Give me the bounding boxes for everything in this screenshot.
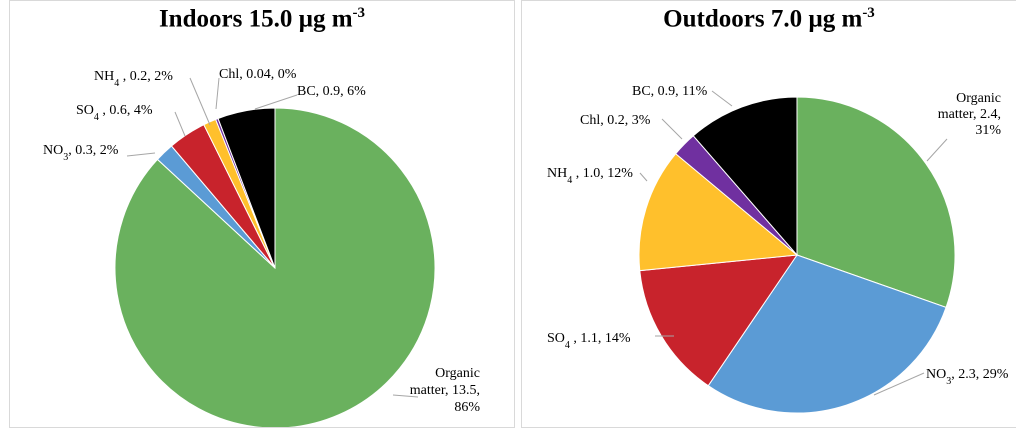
outdoors-slice-nh4 (638, 153, 799, 272)
indoors-label-so4: SO4 , 0.6, 4% (76, 103, 153, 123)
outdoors-label-nh4: NH4 , 1.0, 12% (547, 166, 633, 186)
outdoors-leader-organic-matter (926, 138, 948, 162)
outdoors-leader-nh4 (639, 172, 648, 182)
outdoors-title-exponent: -3 (862, 5, 875, 21)
indoors-leader-organic-matter (392, 394, 419, 398)
indoors-pie-chart: Organic matter, 13.5, 86% NO3, 0.3, 2% SO4 ,… (43, 67, 481, 427)
indoors-leader-so4 (174, 111, 186, 137)
indoors-leader-chl (215, 77, 220, 110)
indoors-chart-title: Indoors 15.0 µg m-3 (10, 5, 514, 33)
outdoors-pie-chart: Organic matter, 2.4, 31% NO3, 2.3, 29% SO4 ,… (547, 84, 1009, 414)
indoors-chart-panel: Indoors 15.0 µg m-3 Organic matter, 13.5,… (9, 0, 515, 428)
outdoors-label-chl: Chl, 0.2, 3% (580, 113, 651, 128)
outdoors-slice-organic-matter (796, 96, 956, 309)
indoors-leader-nh4 (189, 77, 211, 126)
indoors-label-bc: BC, 0.9, 6% (297, 84, 366, 99)
outdoors-leader-chl (661, 118, 683, 140)
outdoors-slice-no3 (707, 254, 947, 414)
outdoors-label-organic-matter: Organic matter, 2.4, 31% (938, 91, 1002, 138)
outdoors-chart-title: Outdoors 7.0 µg m-3 (522, 5, 1016, 33)
outdoors-label-so4: SO4 , 1.1, 14% (547, 331, 631, 351)
outdoors-chart-panel: Outdoors 7.0 µg m-3 Organic matter, 2.4, 3… (521, 0, 1016, 428)
indoors-leader-no3 (126, 152, 156, 157)
indoors-title-exponent: -3 (352, 5, 366, 21)
indoors-label-no3: NO3, 0.3, 2% (43, 143, 119, 163)
indoors-label-nh4: NH4 , 0.2, 2% (94, 69, 173, 89)
outdoors-title-text: Outdoors 7.0 µg m (663, 5, 863, 33)
outdoors-leader-bc (711, 90, 733, 107)
indoors-leader-bc (254, 94, 298, 110)
indoors-slice-bc (217, 107, 276, 269)
outdoors-slice-bc (692, 96, 798, 257)
outdoors-label-bc: BC, 0.9, 11% (632, 84, 708, 99)
indoors-label-chl: Chl, 0.04, 0% (219, 67, 297, 82)
outdoors-label-no3: NO3, 2.3, 29% (926, 367, 1009, 387)
indoors-label-organic-matter: Organic matter, 13.5, 86% (410, 366, 481, 415)
indoors-title-text: Indoors 15.0 µg m (158, 5, 353, 33)
outdoors-leader-no3 (873, 372, 925, 396)
